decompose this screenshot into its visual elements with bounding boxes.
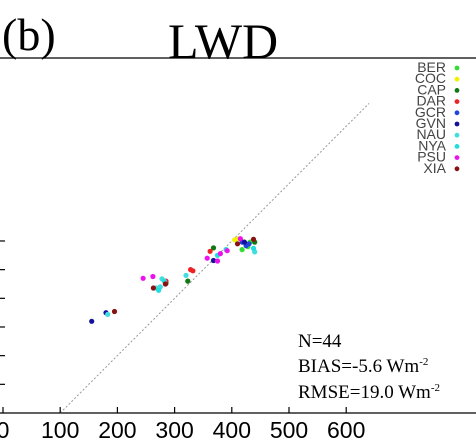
legend-label-dar: DAR [416, 93, 446, 109]
legend-marker-gvn [454, 121, 460, 127]
legend-marker-nau [454, 132, 460, 138]
legend-label-nya: NYA [418, 137, 446, 153]
legend-marker-dar [454, 99, 460, 104]
x-tick-label-400: 400 [213, 417, 251, 443]
stats-rmse: RMSE=19.0 Wm-2 [298, 382, 440, 403]
legend-label-cap: CAP [417, 81, 446, 97]
series-psu [140, 236, 243, 281]
legend-label-gvn: GVN [416, 115, 446, 131]
series-gvn [89, 239, 247, 324]
data-point [204, 255, 210, 261]
data-point [237, 236, 243, 242]
stats-bias: BIAS=-5.6 Wm-2 [298, 356, 428, 377]
legend-label-psu: PSU [417, 149, 446, 165]
series-nau [105, 249, 258, 317]
legend-marker-nya [454, 144, 460, 149]
x-tick-label-500: 500 [270, 417, 308, 443]
x-tick-label-600: 600 [327, 417, 365, 443]
data-point [234, 241, 241, 247]
scatter-points [89, 236, 258, 324]
data-point [250, 245, 257, 251]
one-to-one-reference-line [59, 103, 370, 414]
stats-bias-unit-exponent: -2 [419, 356, 428, 368]
legend-marker-psu [454, 155, 460, 161]
data-point [217, 251, 223, 257]
chart-title: LWD [168, 13, 278, 69]
data-point [183, 272, 189, 278]
axis-ticks [0, 240, 347, 413]
x-tick-label-200: 200 [98, 417, 136, 443]
data-point [210, 245, 217, 251]
legend-label-coc: COC [415, 70, 446, 86]
series-xia [111, 236, 257, 315]
legend-label-nau: NAU [416, 126, 446, 142]
legend-label-xia: XIA [423, 160, 446, 176]
data-point [239, 247, 245, 253]
x-tick-labels: 0 100 200 300 400 500 600 [0, 417, 365, 443]
legend-marker-coc [454, 76, 460, 82]
data-point [241, 239, 247, 245]
axes-frame [0, 57, 476, 414]
data-point [232, 237, 238, 243]
data-point [150, 285, 156, 291]
stats-box: N=44 BIAS=-5.6 Wm-2 RMSE=19.0 Wm-2 [298, 331, 440, 403]
data-point [150, 273, 156, 280]
data-point [89, 318, 95, 324]
x-tick-label-0: 0 [0, 417, 9, 443]
legend-marker-cap [454, 88, 460, 93]
data-point [250, 236, 257, 242]
data-point [140, 275, 146, 281]
data-point [162, 281, 168, 287]
series-dar [163, 248, 213, 284]
data-point [156, 287, 162, 293]
stats-rmse-unit-exponent: -2 [431, 382, 440, 394]
legend-label-ber: BER [417, 59, 446, 75]
panel-label: (b) [2, 9, 56, 60]
legend-marker-gcr [454, 110, 460, 116]
data-point [190, 268, 196, 274]
data-point [185, 278, 191, 284]
data-point [224, 248, 230, 254]
data-point [111, 308, 118, 315]
data-point [214, 258, 221, 264]
x-tick-label-100: 100 [41, 417, 79, 443]
x-tick-label-300: 300 [155, 417, 193, 443]
stats-n: N=44 [298, 331, 342, 352]
stats-bias-value: BIAS=-5.6 Wm [298, 356, 419, 377]
data-point [210, 257, 217, 264]
data-point [207, 248, 213, 254]
stats-rmse-value: RMSE=19.0 Wm [298, 382, 431, 403]
legend-marker-ber [454, 65, 460, 71]
data-point [246, 241, 252, 247]
series-nya [156, 245, 257, 293]
legend-marker-xia [454, 166, 460, 172]
legend-label-gcr: GCR [415, 104, 446, 120]
data-point [105, 311, 111, 317]
